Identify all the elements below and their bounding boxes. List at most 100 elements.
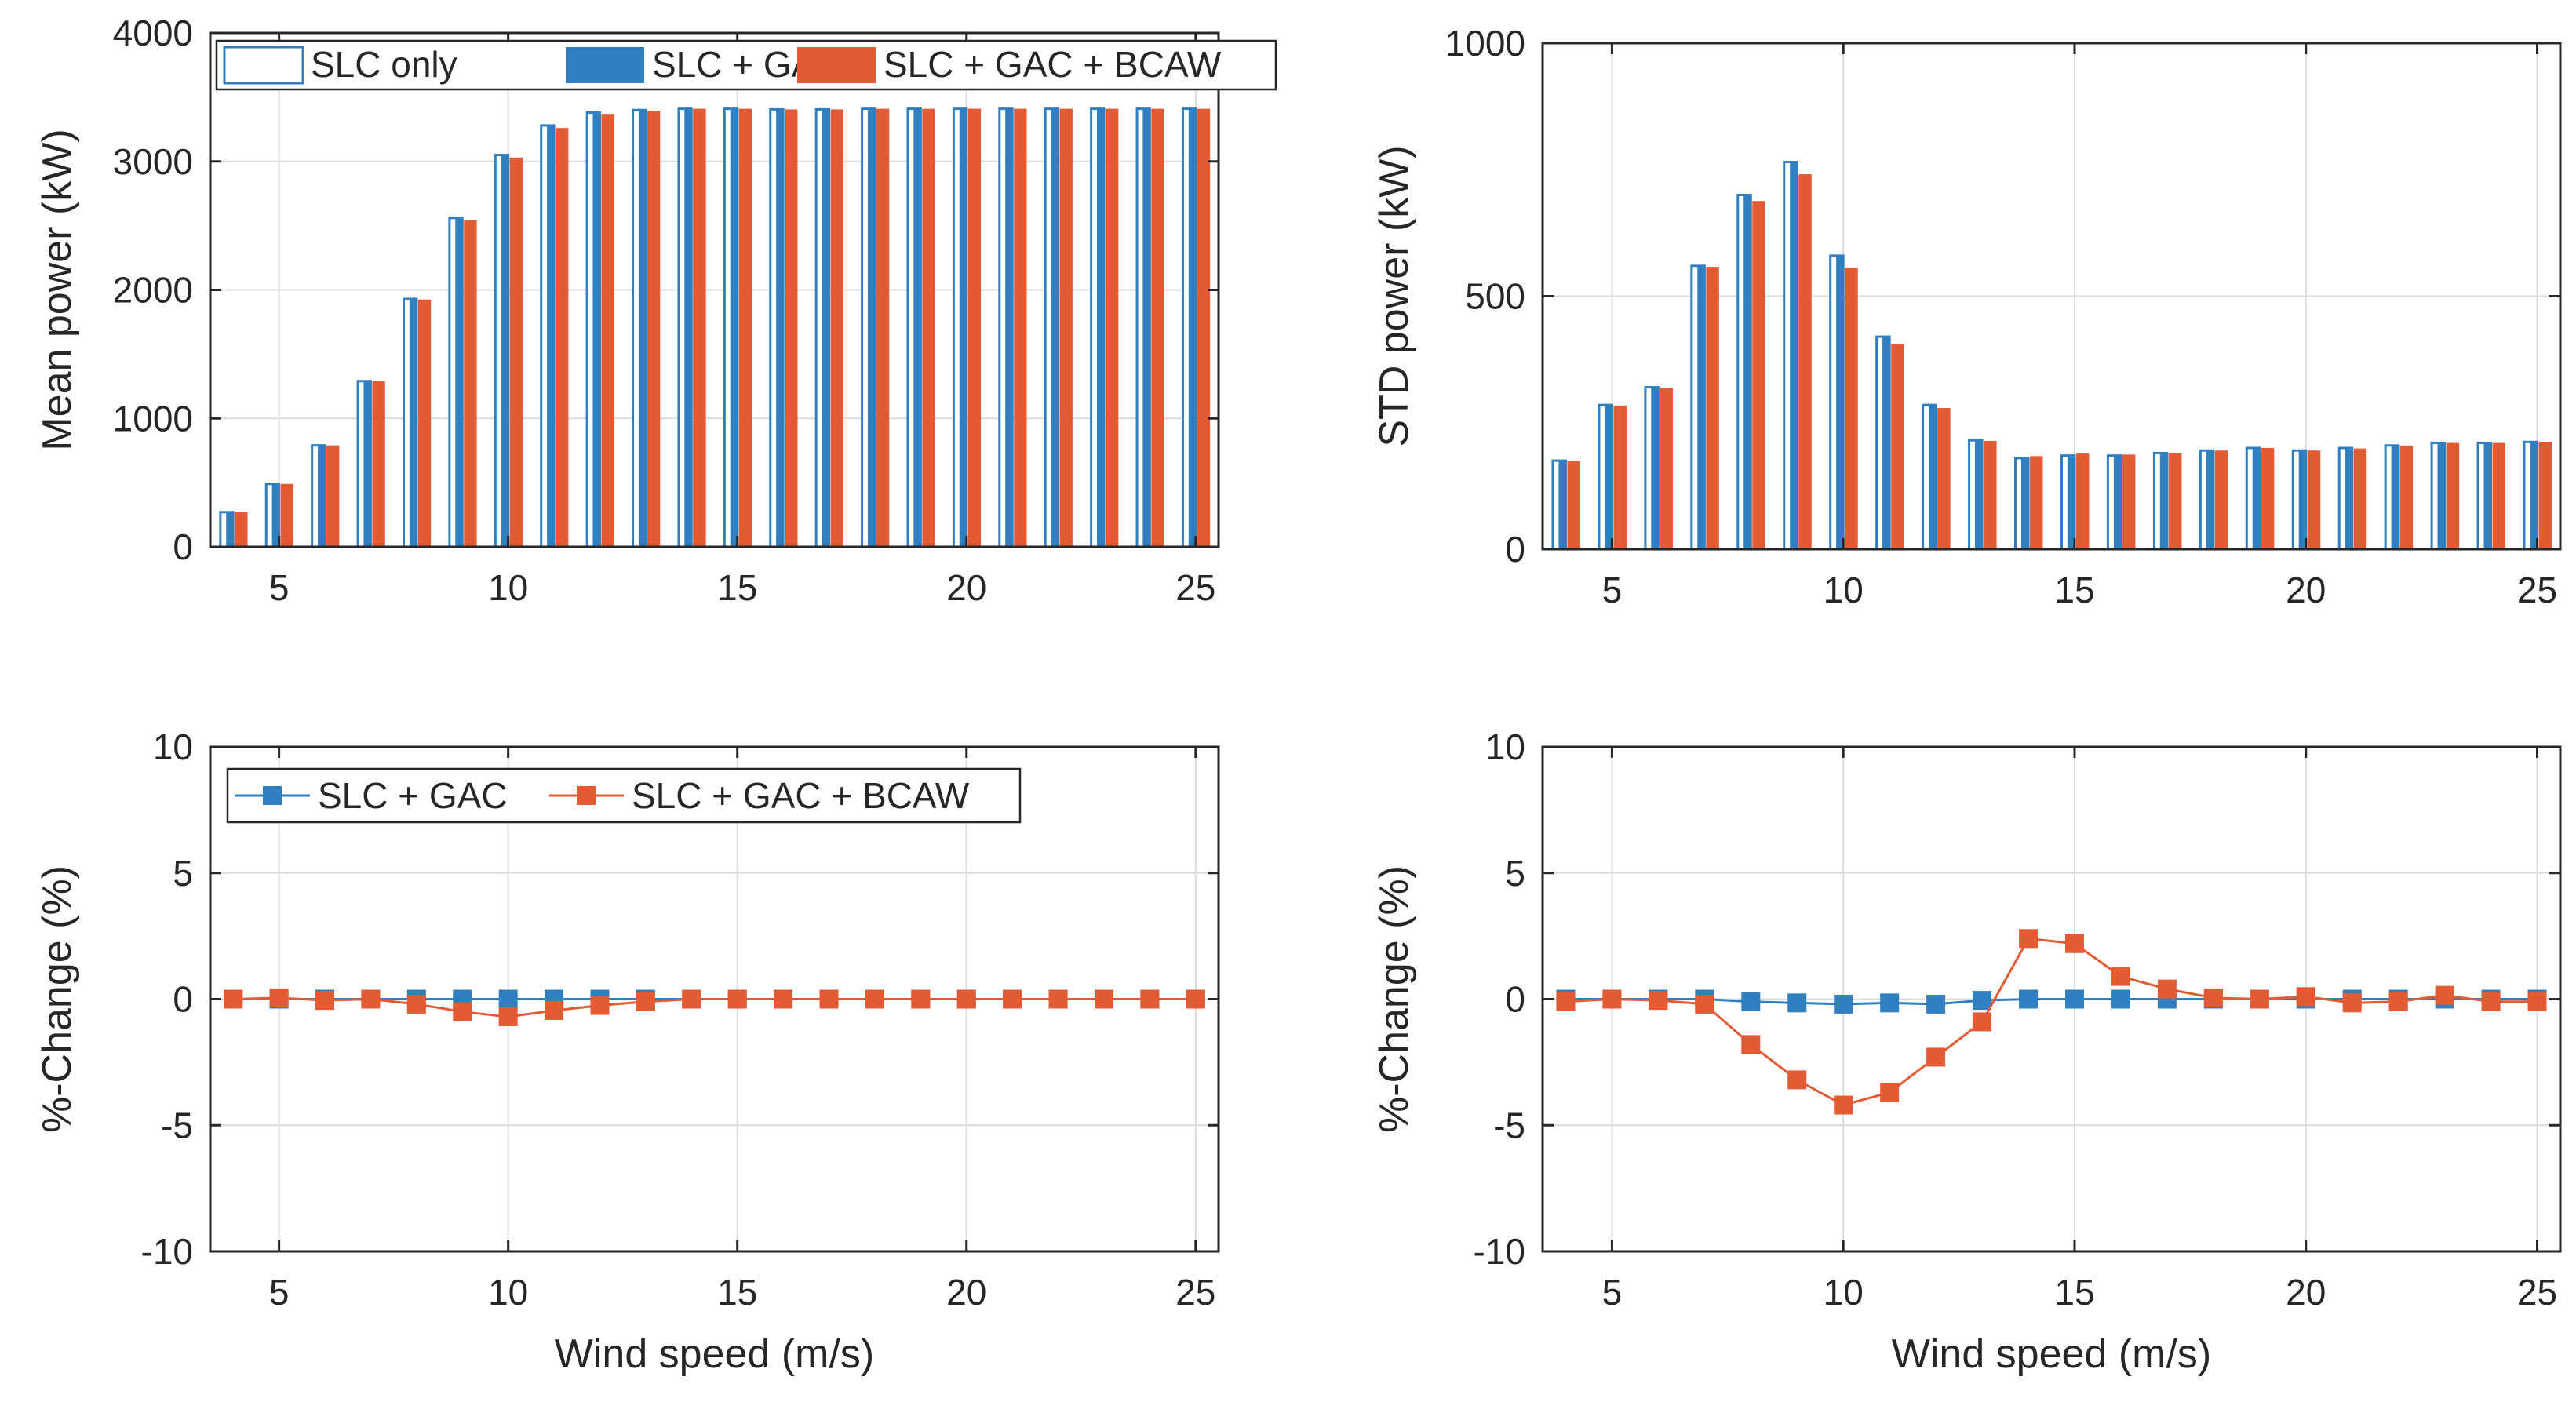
legend-swatch bbox=[223, 46, 304, 85]
marker-slc-gac-bcaw bbox=[224, 989, 243, 1009]
marker-slc-gac-bcaw bbox=[1602, 989, 1622, 1009]
bar-slc-gac-bcaw bbox=[326, 445, 340, 547]
bar-slc-gac bbox=[1558, 461, 1566, 549]
legend-label: SLC + GAC bbox=[318, 775, 508, 816]
bar-slc-gac bbox=[2020, 457, 2029, 549]
bar-slc-gac bbox=[592, 112, 600, 547]
legend: SLC only SLC + GAC SLC + GAC + BCAW bbox=[215, 39, 1277, 91]
marker-slc-gac-bcaw bbox=[361, 989, 381, 1009]
bar-slc-gac-bcaw bbox=[2030, 456, 2043, 549]
bar-slc-gac bbox=[271, 483, 279, 547]
x-tick-label: 25 bbox=[1175, 567, 1215, 608]
marker-slc-gac-bcaw bbox=[1834, 1095, 1853, 1115]
legend-label: SLC only bbox=[311, 44, 457, 85]
legend-label: SLC + GAC + BCAW bbox=[632, 775, 970, 816]
bar-slc-gac-bcaw bbox=[1984, 440, 1997, 549]
marker-slc-gac bbox=[498, 989, 518, 1009]
series-line-slc-gac-bcaw bbox=[233, 996, 1196, 1018]
bar-slc-gac bbox=[1697, 265, 1705, 549]
marker-slc-gac-bcaw bbox=[2250, 989, 2269, 1009]
y-tick-label: 5 bbox=[1505, 853, 1525, 894]
marker-slc-gac-bcaw bbox=[2435, 985, 2454, 1005]
x-tick-label: 10 bbox=[1824, 570, 1864, 610]
bar-slc-gac bbox=[2391, 445, 2399, 549]
bar-slc-gac bbox=[1142, 108, 1150, 548]
bar-slc-gac bbox=[2298, 450, 2306, 549]
legend-box bbox=[215, 39, 1277, 91]
x-tick-label: 20 bbox=[2286, 570, 2326, 610]
x-tick-label: 5 bbox=[269, 1272, 290, 1313]
bar-slc-gac-bcaw bbox=[738, 108, 752, 548]
bar-slc-gac-bcaw bbox=[2353, 448, 2367, 549]
bar-slc-gac bbox=[684, 108, 692, 548]
y-tick-label: 10 bbox=[153, 726, 193, 767]
y-tick-label: 2000 bbox=[113, 270, 193, 311]
y-tick-label: 0 bbox=[1505, 529, 1525, 570]
bar-slc-gac-bcaw bbox=[280, 483, 293, 547]
bar-slc-gac bbox=[2113, 455, 2121, 549]
bar-slc-gac bbox=[1882, 337, 1890, 549]
bar-slc-gac-bcaw bbox=[1567, 461, 1580, 549]
bar-slc-gac bbox=[2437, 442, 2445, 549]
bar-slc-gac bbox=[1929, 405, 1937, 549]
y-axis-label: %-Change (%) bbox=[1372, 865, 1417, 1133]
bar-slc-gac bbox=[2530, 442, 2538, 549]
bar-slc-gac-bcaw bbox=[1752, 201, 1765, 549]
bar-slc-gac-bcaw bbox=[2261, 448, 2275, 549]
bar-slc-gac bbox=[1605, 405, 1612, 549]
bar-slc-gac bbox=[2483, 442, 2491, 549]
bar-slc-gac bbox=[363, 381, 371, 547]
marker-slc-gac-bcaw bbox=[956, 989, 976, 1009]
marker-slc-gac-bcaw bbox=[406, 994, 426, 1014]
bar-slc-gac-bcaw bbox=[2168, 453, 2182, 549]
bar-slc-gac-bcaw bbox=[693, 108, 706, 548]
marker-slc-gac-bcaw bbox=[1140, 989, 1160, 1009]
bar-slc-gac bbox=[822, 109, 829, 547]
bar-slc-gac-bcaw bbox=[922, 108, 935, 548]
bar-slc-gac-bcaw bbox=[556, 128, 569, 548]
marker-slc-gac-bcaw bbox=[911, 989, 931, 1009]
y-tick-label: 1000 bbox=[113, 398, 193, 439]
y-tick-label: 500 bbox=[1465, 276, 1525, 317]
y-tick-label: 4000 bbox=[113, 13, 193, 53]
y-tick-label: -10 bbox=[1474, 1231, 1525, 1272]
x-axis-label: Wind speed (m/s) bbox=[1892, 1331, 2211, 1377]
bar-slc-gac bbox=[867, 108, 875, 548]
bar-slc-gac-bcaw bbox=[2075, 453, 2090, 549]
marker-slc-gac bbox=[1834, 994, 1853, 1014]
bar-slc-gac-bcaw bbox=[235, 512, 248, 547]
marker-slc-gac-bcaw bbox=[1186, 989, 1205, 1009]
marker-slc-gac bbox=[2019, 989, 2039, 1009]
marker-slc-gac-bcaw bbox=[545, 1000, 564, 1020]
x-tick-label: 5 bbox=[1602, 570, 1623, 610]
x-tick-label: 10 bbox=[1824, 1272, 1864, 1313]
bar-slc-gac bbox=[1651, 387, 1659, 549]
bar-slc-gac bbox=[1974, 440, 1983, 549]
bar-slc-gac bbox=[2206, 450, 2213, 549]
bar-slc-gac-bcaw bbox=[1014, 108, 1027, 548]
marker-slc-gac bbox=[1926, 994, 1946, 1014]
marker-slc-gac-bcaw bbox=[774, 989, 793, 1009]
bar-slc-gac-bcaw bbox=[2492, 442, 2506, 549]
marker-slc-gac-bcaw bbox=[1926, 1047, 1946, 1067]
bar-slc-gac-bcaw bbox=[2214, 450, 2228, 549]
marker-slc-gac-bcaw bbox=[2064, 934, 2084, 953]
bar-slc-gac-bcaw bbox=[1151, 108, 1164, 548]
marker-slc-gac-bcaw bbox=[1741, 1035, 1761, 1054]
marker-slc-gac-bcaw bbox=[2157, 979, 2177, 999]
marker-slc-gac-bcaw bbox=[1094, 989, 1113, 1009]
bar-slc-gac bbox=[226, 512, 234, 547]
x-tick-label: 20 bbox=[946, 567, 986, 608]
marker-slc-gac-bcaw bbox=[1048, 989, 1068, 1009]
bar-slc-gac bbox=[1005, 108, 1013, 548]
marker-slc-gac-bcaw bbox=[819, 989, 839, 1009]
x-axis-label: Wind speed (m/s) bbox=[555, 1331, 874, 1377]
x-tick-label: 25 bbox=[2517, 1272, 2557, 1313]
bar-slc-gac bbox=[959, 108, 967, 548]
bar-slc-gac-bcaw bbox=[1613, 405, 1627, 549]
y-tick-label: 5 bbox=[173, 853, 193, 894]
bar-slc-gac bbox=[2067, 455, 2075, 549]
marker-slc-gac-bcaw bbox=[1556, 992, 1576, 1011]
x-tick-label: 5 bbox=[269, 567, 290, 608]
